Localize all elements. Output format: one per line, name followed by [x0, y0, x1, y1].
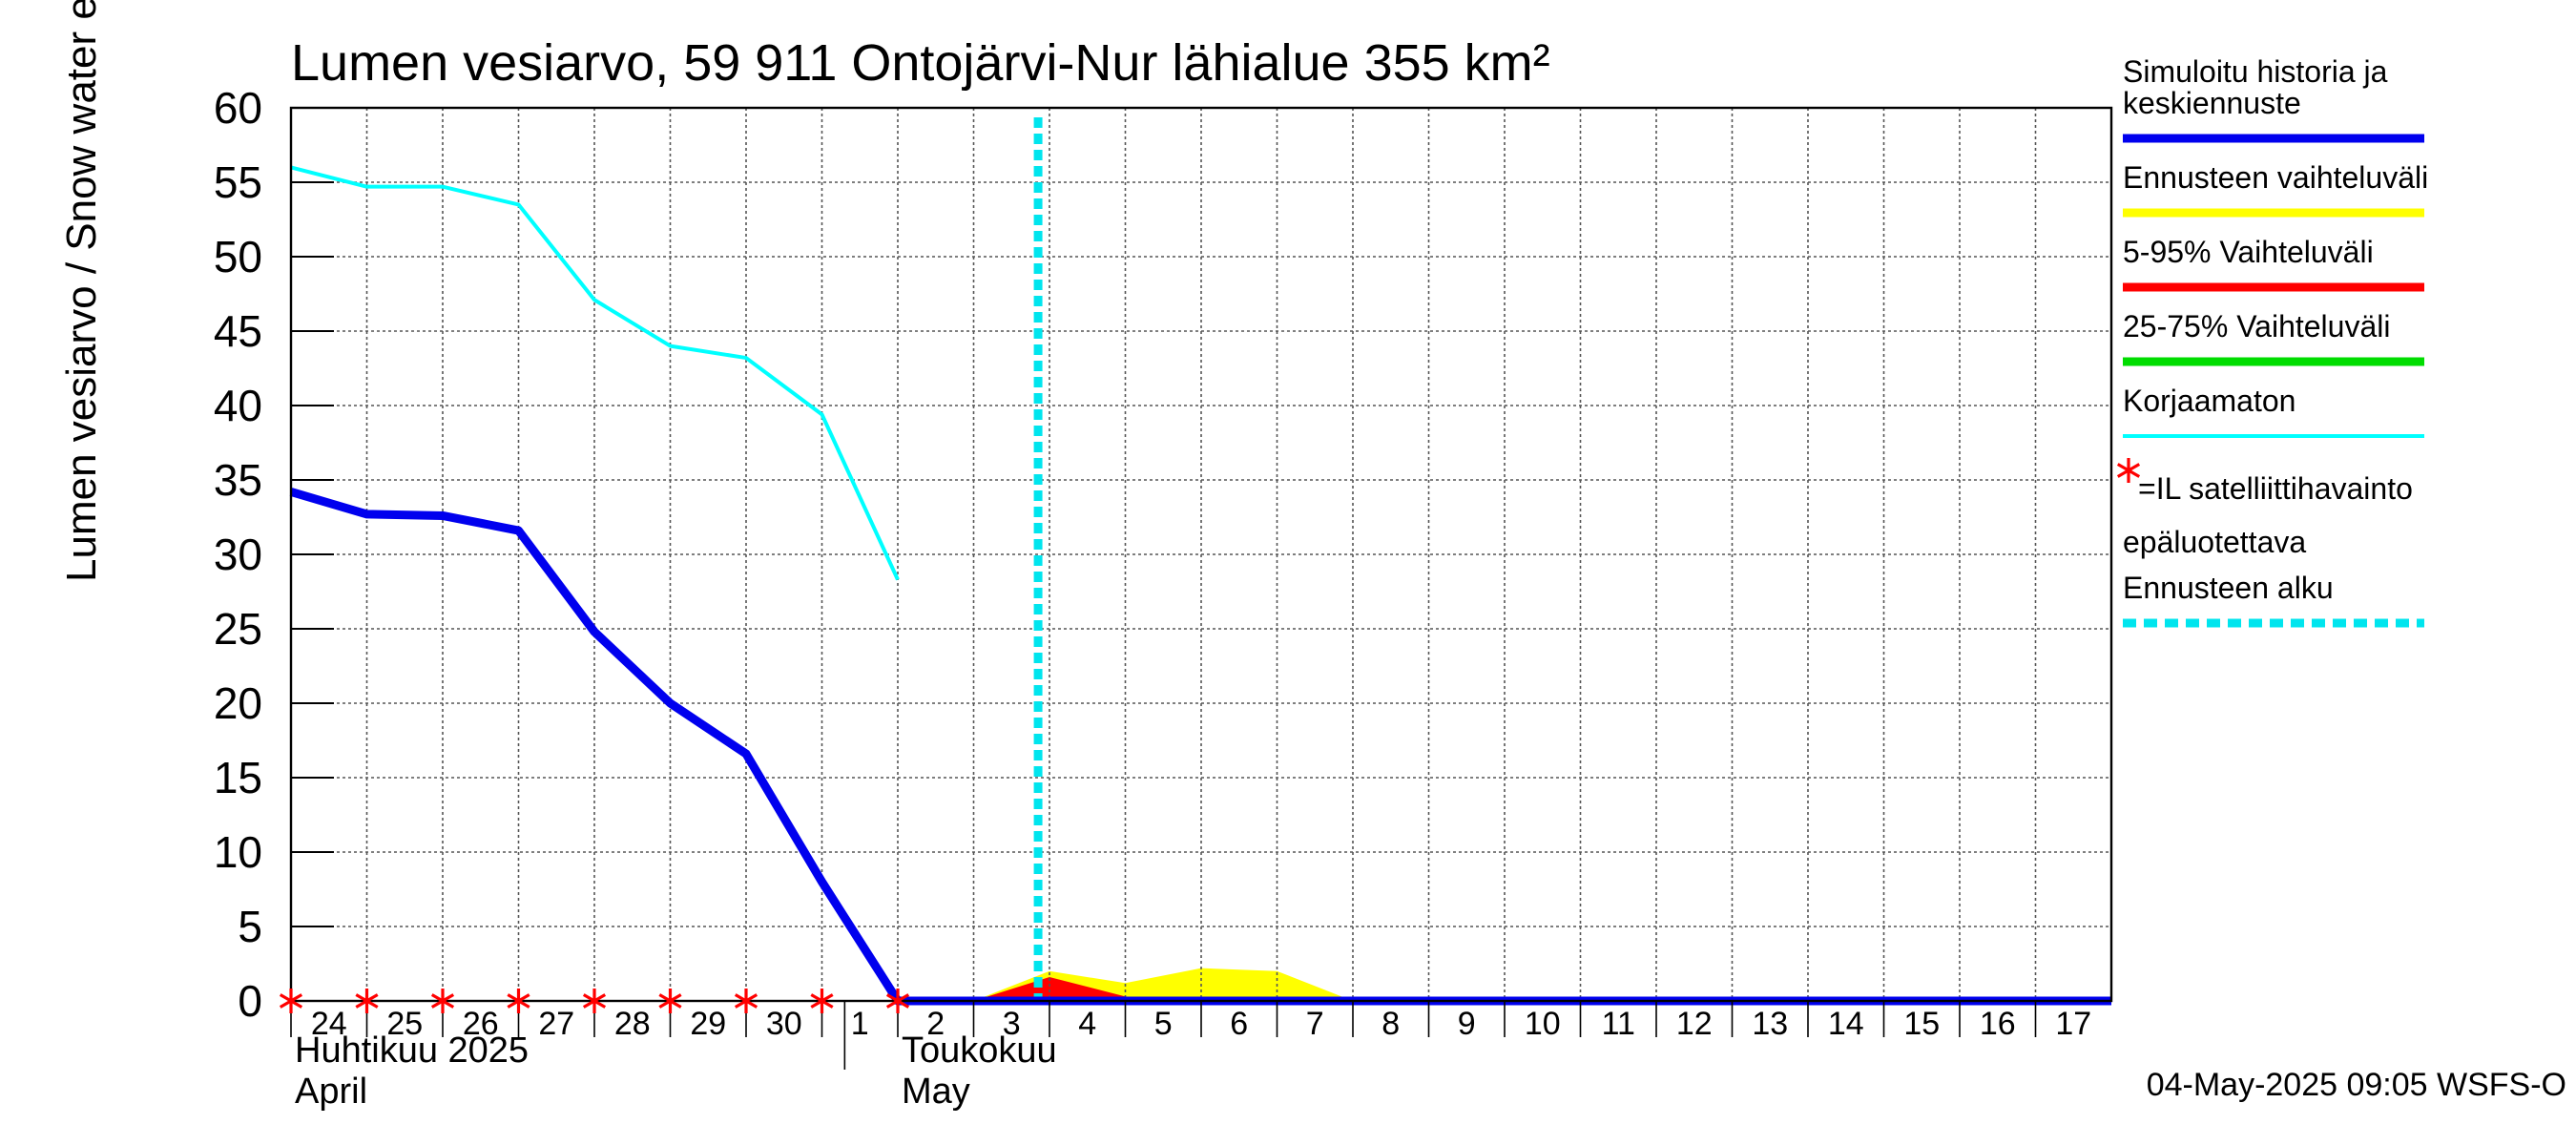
x-tick-label: 9: [1458, 1006, 1476, 1042]
x-tick-label: 28: [614, 1006, 651, 1042]
x-tick-label: 8: [1381, 1006, 1400, 1042]
y-tick-label: 20: [214, 678, 262, 728]
y-tick-label: 50: [214, 232, 262, 281]
satellite-observation-marker: [279, 989, 303, 1013]
legend-label: 25-75% Vaihteluväli: [2123, 309, 2390, 344]
y-tick-label: 0: [238, 976, 262, 1026]
legend-label: Simuloitu historia ja: [2123, 54, 2388, 89]
x-tick-label: 17: [2055, 1006, 2091, 1042]
x-tick-label: 26: [463, 1006, 499, 1042]
x-tick-label: 7: [1306, 1006, 1324, 1042]
x-tick-label: 12: [1676, 1006, 1713, 1042]
x-tick-label: 16: [1980, 1006, 2016, 1042]
month-label-fi: Toukokuu: [902, 1030, 1057, 1071]
satellite-observation-marker: [507, 989, 530, 1013]
x-tick-label: 24: [311, 1006, 347, 1042]
satellite-observation-marker: [885, 989, 910, 1013]
grid: [291, 107, 2111, 1001]
satellite-observation-marker: [582, 989, 607, 1013]
legend-item: Ennusteen vaihteluväli: [2123, 160, 2428, 218]
chart-title: Lumen vesiarvo, 59 911 Ontojärvi-Nur läh…: [291, 34, 1550, 92]
y-tick-label: 45: [214, 306, 262, 356]
y-tick-label: 60: [214, 83, 262, 133]
legend-label: 5-95% Vaihteluväli: [2123, 235, 2374, 269]
y-tick-label: 15: [214, 753, 262, 802]
satellite-observation-marker: [355, 989, 379, 1013]
legend-item: Korjaamaton: [2123, 384, 2424, 438]
legend-label: keskiennuste: [2123, 86, 2301, 120]
y-tick-label: 10: [214, 827, 262, 877]
forecast-bands: [973, 968, 1353, 1001]
series-line-simuloitu-historia-ja-keskiennuste: [289, 488, 2111, 1006]
y-tick-label: 25: [214, 604, 262, 654]
y-tick-label: 30: [214, 530, 262, 579]
x-tick-label: 4: [1078, 1006, 1096, 1042]
legend-item: =IL satelliittihavainto epäluotettava: [2116, 458, 2413, 559]
plot-frame: [289, 106, 2113, 1003]
month-label-fi: Huhtikuu 2025: [295, 1030, 529, 1071]
legend-star-icon: [2116, 458, 2141, 483]
x-tick-label: 15: [1903, 1006, 1940, 1042]
x-tick-label: 25: [386, 1006, 423, 1042]
y-axis-label: Lumen vesiarvo / Snow water equiv. mm: [58, 0, 105, 582]
satellite-observation-marker: [734, 989, 758, 1013]
y-tick-label: 40: [214, 381, 262, 430]
x-tick-label: 6: [1230, 1006, 1248, 1042]
y-tick-label: 35: [214, 455, 262, 505]
x-tick-label: 2: [926, 1006, 945, 1042]
x-tick-label: 30: [766, 1006, 802, 1042]
x-tick-label: 5: [1154, 1006, 1173, 1042]
x-tick-label: 3: [1003, 1006, 1021, 1042]
legend-label: Ennusteen vaihteluväli: [2123, 160, 2428, 195]
legend-label: =IL satelliittihavainto: [2138, 471, 2413, 506]
legend-label: Korjaamaton: [2123, 384, 2296, 418]
x-tick-label: 29: [690, 1006, 726, 1042]
legend-item: 5-95% Vaihteluväli: [2123, 235, 2424, 292]
band-5-95-vaihteluv-li: [973, 977, 1201, 1001]
month-label-en: April: [295, 1072, 367, 1112]
x-tick-label: 1: [851, 1006, 869, 1042]
y-tick-label: 5: [238, 902, 262, 951]
x-tick-label: 14: [1828, 1006, 1864, 1042]
legend-item: Ennusteen alku: [2123, 571, 2424, 628]
x-tick-label: 11: [1602, 1006, 1635, 1042]
month-label-en: May: [902, 1072, 970, 1112]
x-tick-label: 13: [1752, 1006, 1788, 1042]
x-tick-label: 10: [1525, 1006, 1561, 1042]
series-line-korjaamaton: [290, 165, 900, 581]
satellite-observations: [279, 989, 910, 1013]
legend-label: epäluotettava: [2123, 525, 2306, 559]
x-tick-label: 27: [538, 1006, 574, 1042]
series-lines: [289, 165, 2111, 1006]
chart-text: Lumen vesiarvo, 59 911 Ontojärvi-Nur läh…: [58, 0, 2566, 1103]
satellite-observation-marker: [810, 989, 834, 1013]
legend-label: Ennusteen alku: [2123, 571, 2334, 605]
satellite-observation-marker: [430, 989, 455, 1013]
satellite-observation-marker: [658, 989, 682, 1013]
y-tick-label: 55: [214, 157, 262, 207]
legend-item: 25-75% Vaihteluväli: [2123, 309, 2424, 366]
footer-timestamp: 04-May-2025 09:05 WSFS-O: [2147, 1067, 2566, 1103]
